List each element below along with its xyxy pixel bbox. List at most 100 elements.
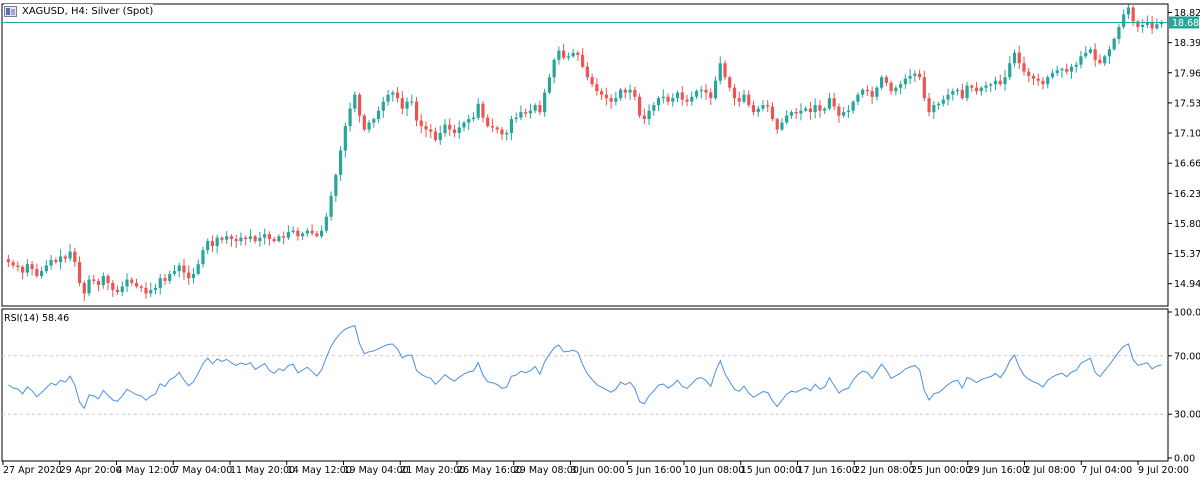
candle-body xyxy=(343,126,347,151)
time-tick-label: 29 Jun 16:00 xyxy=(968,465,1028,476)
candle-body xyxy=(457,127,461,134)
time-tick-label: 19 May 04:00 xyxy=(344,465,409,476)
candle-body xyxy=(1126,7,1131,15)
candle-body xyxy=(405,101,409,109)
candle-body xyxy=(1036,78,1040,81)
candle-body xyxy=(286,232,290,238)
candle-body xyxy=(917,73,922,78)
candle-body xyxy=(272,239,276,242)
candle-body xyxy=(291,230,295,233)
candle-body xyxy=(732,87,737,99)
candle-body xyxy=(1141,24,1145,28)
candle-body xyxy=(861,89,865,95)
time-tick-label: 11 May 20:00 xyxy=(230,465,295,476)
candle-body xyxy=(467,119,471,123)
candle-body xyxy=(628,89,632,93)
candle-body xyxy=(704,89,708,93)
candle-body xyxy=(989,84,993,86)
candle-body xyxy=(381,101,385,111)
candle-body xyxy=(680,92,684,100)
candle-body xyxy=(258,237,262,242)
candle-body xyxy=(77,262,82,283)
candle-body xyxy=(39,271,44,277)
time-tick-label: 15 Jun 00:00 xyxy=(741,465,801,476)
candle-body xyxy=(690,96,694,102)
candle-body xyxy=(1074,64,1078,67)
candle-body xyxy=(585,66,589,78)
candle-body xyxy=(1088,49,1093,53)
candle-body xyxy=(865,89,869,92)
current-price-label: 18.685 xyxy=(1172,18,1200,29)
candle-body xyxy=(661,96,665,99)
candle-body xyxy=(111,282,115,290)
candle-body xyxy=(1079,56,1083,65)
candle-body xyxy=(429,129,433,132)
candle-body xyxy=(562,50,566,58)
candle-body xyxy=(794,112,798,114)
candle-body xyxy=(1122,14,1126,28)
candle-body xyxy=(490,126,495,128)
candle-body xyxy=(827,98,832,109)
candle-body xyxy=(225,236,229,240)
candle-body xyxy=(353,94,357,109)
time-tick-label: 3 Jun 00:00 xyxy=(571,465,625,476)
rsi-tick-label: 0.00 xyxy=(1174,454,1195,465)
candle-body xyxy=(210,241,215,247)
candle-body xyxy=(571,52,575,57)
candle-body xyxy=(35,269,39,277)
candle-body xyxy=(609,98,613,102)
candle-body xyxy=(1136,21,1140,28)
candle-body xyxy=(880,77,884,88)
candle-body xyxy=(187,272,191,279)
candle-body xyxy=(1065,68,1069,72)
candle-body xyxy=(168,273,172,281)
candle-body xyxy=(87,279,91,294)
candle-body xyxy=(965,85,969,99)
candle-body xyxy=(633,89,637,97)
candle-body xyxy=(253,236,257,242)
candle-body xyxy=(846,110,850,113)
candle-body xyxy=(329,195,333,217)
candle-body xyxy=(305,230,309,234)
candle-body xyxy=(68,251,72,259)
candle-body xyxy=(282,236,286,238)
candle-body xyxy=(818,105,822,111)
candle-body xyxy=(357,94,362,116)
candle-body xyxy=(623,89,627,93)
candle-body xyxy=(244,237,248,240)
rsi-line xyxy=(8,324,1162,410)
time-tick-label: 25 Jun 00:00 xyxy=(911,465,971,476)
candle-body xyxy=(481,103,485,118)
candle-body xyxy=(433,131,438,141)
candle-body xyxy=(538,105,542,113)
candle-body xyxy=(813,105,817,113)
candle-body xyxy=(182,265,186,273)
candle-body xyxy=(1098,59,1102,64)
time-tick-label: 9 Jul 20:00 xyxy=(1138,465,1189,476)
chart-window-icon xyxy=(4,5,17,17)
candle-body xyxy=(766,105,770,107)
candle-body xyxy=(770,106,775,120)
candle-body xyxy=(315,233,319,237)
candle-body xyxy=(1117,27,1121,39)
candle-body xyxy=(685,99,689,102)
candle-body xyxy=(1131,7,1135,22)
candle-body xyxy=(54,259,58,263)
candle-body xyxy=(172,271,177,274)
candle-body xyxy=(761,105,765,109)
time-tick-label: 5 Jun 16:00 xyxy=(627,465,681,476)
candle-body xyxy=(870,91,874,97)
candle-body xyxy=(301,233,305,237)
candle-body xyxy=(310,230,314,234)
candle-body xyxy=(543,92,547,113)
candle-body xyxy=(139,286,143,288)
candle-body xyxy=(1112,38,1116,50)
time-tick-label: 22 Jun 08:00 xyxy=(854,465,914,476)
candle-body xyxy=(1145,22,1149,25)
candle-body xyxy=(614,98,618,102)
candle-body xyxy=(1046,77,1050,85)
candle-body xyxy=(134,282,139,287)
candle-body xyxy=(941,99,945,104)
candle-body xyxy=(514,117,518,120)
